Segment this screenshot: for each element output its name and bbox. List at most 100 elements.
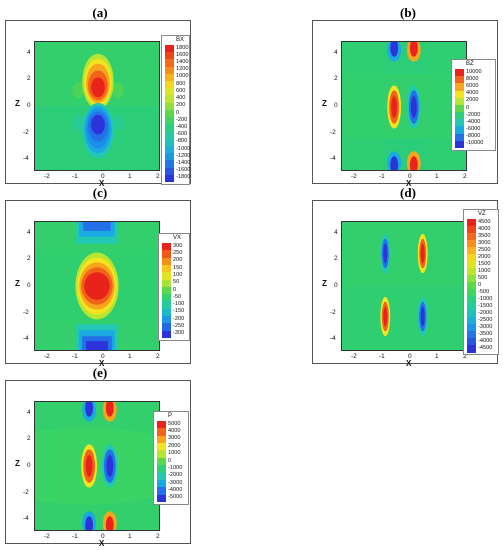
legend-level-label: -1000 bbox=[478, 295, 493, 302]
legend-level-label: 300 bbox=[173, 242, 183, 249]
legend-swatch bbox=[165, 138, 174, 147]
legend-swatch bbox=[165, 52, 174, 60]
y-tick: 2 bbox=[27, 75, 31, 82]
x-tick: 1 bbox=[128, 533, 132, 540]
legend-swatch bbox=[162, 294, 171, 302]
y-axis-title: Z bbox=[15, 459, 20, 468]
legend-level-label: -4500 bbox=[478, 344, 493, 351]
legend-swatch bbox=[162, 316, 171, 324]
legend-swatch bbox=[467, 338, 476, 346]
panel-label-d: (d) bbox=[400, 185, 416, 200]
y-tick: 0 bbox=[27, 462, 31, 469]
y-tick: -4 bbox=[23, 515, 29, 522]
legend-swatch bbox=[467, 275, 476, 283]
legend-swatch bbox=[467, 345, 476, 353]
legend-swatch bbox=[157, 450, 166, 459]
legend-swatch bbox=[165, 124, 174, 133]
x-tick: 0 bbox=[101, 173, 105, 180]
legend-level-label: 150 bbox=[173, 264, 183, 271]
legend-swatch bbox=[467, 317, 476, 325]
y-tick: 4 bbox=[27, 49, 31, 56]
legend-level-label: 250 bbox=[173, 249, 183, 256]
x-tick: -1 bbox=[72, 173, 78, 180]
legend-swatch bbox=[165, 131, 174, 140]
x-tick: 2 bbox=[463, 173, 467, 180]
legend-swatch bbox=[162, 272, 171, 281]
y-tick: 0 bbox=[334, 282, 338, 289]
legend-level-label: 1800 bbox=[176, 44, 189, 51]
legend-swatch bbox=[455, 76, 464, 84]
vx-legend: VX 300 250 200 150 100 50 0 -50 -100 -150 -200 -250-… bbox=[158, 233, 190, 341]
x-tick: -2 bbox=[351, 353, 357, 360]
legend-level-label: 1000 bbox=[478, 267, 491, 274]
x-tick: 1 bbox=[435, 353, 439, 360]
legend-swatch bbox=[467, 219, 476, 227]
legend-level-label: -800 bbox=[176, 138, 188, 145]
legend-level-label: -100 bbox=[173, 301, 185, 308]
legend-title: VZ bbox=[478, 211, 486, 217]
legend-level-label: 100 bbox=[173, 271, 183, 278]
legend-swatch bbox=[165, 167, 174, 176]
legend-level-label: -2000 bbox=[478, 309, 493, 316]
legend-level-label: 1200 bbox=[176, 66, 189, 73]
x-tick: -1 bbox=[379, 173, 385, 180]
colorbar bbox=[165, 45, 174, 183]
legend-level-label: -2000 bbox=[466, 111, 481, 118]
legend-level-label: -4000 bbox=[478, 337, 493, 344]
legend-swatch bbox=[165, 174, 174, 183]
legend-title: BZ bbox=[466, 61, 474, 67]
legend-level-label: 600 bbox=[176, 87, 186, 94]
x-axis-title: X bbox=[99, 539, 105, 548]
x-tick: 2 bbox=[156, 353, 160, 360]
colorbar bbox=[455, 69, 464, 149]
legend-swatch bbox=[455, 90, 464, 99]
legend-level-label: -6000 bbox=[466, 126, 481, 133]
legend-swatch bbox=[165, 45, 174, 53]
x-tick: 1 bbox=[128, 353, 132, 360]
y-tick: 4 bbox=[334, 49, 338, 56]
legend-swatch bbox=[467, 289, 476, 297]
legend-level-label: 0 bbox=[173, 286, 177, 293]
legend-swatch bbox=[467, 331, 476, 339]
bx-contour-plot bbox=[35, 42, 159, 170]
x-tick: 2 bbox=[463, 353, 467, 360]
panel-a-plot-area bbox=[34, 41, 160, 171]
legend-level-label: -1600 bbox=[176, 167, 191, 174]
legend-level-label: -10000 bbox=[466, 140, 484, 147]
legend-swatch bbox=[165, 160, 174, 169]
x-tick: -1 bbox=[379, 353, 385, 360]
legend-swatch bbox=[467, 296, 476, 304]
vz-legend: VZ 4500 4000 3500 3000 2500 2000 1500 1000 500 0 -5… bbox=[463, 209, 499, 355]
y-tick: -2 bbox=[23, 489, 29, 496]
legend-title: P bbox=[168, 413, 173, 419]
legend-level-label: 10000 bbox=[466, 68, 482, 75]
legend-level-label: -5000 bbox=[168, 494, 183, 501]
legend-swatch bbox=[165, 81, 174, 89]
legend-swatch bbox=[157, 472, 166, 481]
colorbar bbox=[162, 243, 171, 339]
legend-level-label: 4000 bbox=[168, 428, 181, 435]
y-tick: 2 bbox=[27, 255, 31, 262]
panel-d-frame: 4 2 0 -2 -4 Z -2 -1 0 1 2 X VZ 4500 4000 35… bbox=[312, 200, 499, 368]
legend-level-label: 1500 bbox=[478, 260, 491, 267]
legend-level-label: 500 bbox=[478, 274, 488, 281]
legend-swatch bbox=[467, 310, 476, 318]
legend-swatch bbox=[157, 479, 166, 488]
panel-e-plot-area bbox=[34, 401, 160, 531]
legend-swatch bbox=[162, 330, 171, 339]
legend-swatch bbox=[165, 95, 174, 104]
legend-swatch bbox=[467, 268, 476, 276]
legend-swatch bbox=[162, 250, 171, 259]
legend-level-label: -150 bbox=[173, 308, 185, 315]
legend-swatch bbox=[165, 59, 174, 68]
legend-swatch bbox=[455, 104, 464, 113]
legend-title: VX bbox=[173, 235, 182, 241]
bz-contour-plot bbox=[342, 42, 466, 170]
legend-swatch bbox=[467, 233, 476, 241]
legend-swatch bbox=[455, 133, 464, 142]
panel-label-c: (c) bbox=[92, 185, 108, 200]
y-axis-title: Z bbox=[322, 99, 327, 108]
y-tick: -2 bbox=[23, 309, 29, 316]
bz-legend: BZ 10000 8000 6000 4000 2000 0 -2000 -4000 -6000-… bbox=[451, 59, 496, 151]
x-tick: 0 bbox=[101, 353, 105, 360]
